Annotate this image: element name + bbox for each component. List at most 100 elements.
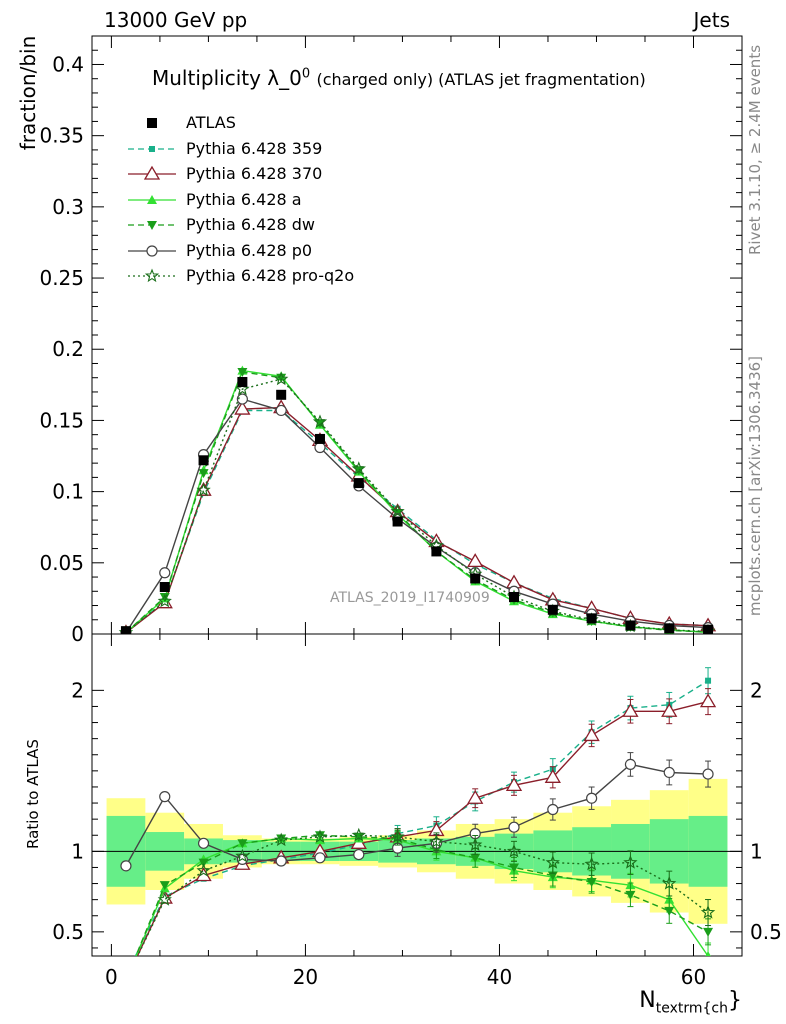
- ratio-series-point: [544, 768, 561, 783]
- legend: ATLAS Pythia 6.428 359 Pythia 6.428 370 Pyt…: [124, 112, 384, 292]
- ratio-series-point: [702, 768, 714, 780]
- data-point: [664, 623, 675, 634]
- ratio-series-point: [468, 837, 483, 852]
- main-series-point: [236, 393, 248, 405]
- y-tick-label: 0.4: [52, 52, 84, 76]
- ratio-series-point: [509, 863, 520, 873]
- main-series-point: [159, 567, 171, 579]
- legend-swatch-marker: [143, 165, 161, 180]
- analysis-label: ATLAS_2019_I1740909: [330, 590, 490, 606]
- y-tick-label: 0.1: [52, 480, 84, 504]
- ratio-series-group: [119, 667, 717, 985]
- mcplots-label: mcplots.cern.ch [arXiv:1306.3436]: [746, 355, 764, 617]
- x-tick-label: 60: [681, 965, 706, 989]
- legend-label: Pythia 6.428 p0: [186, 240, 313, 260]
- main-series-point: [237, 368, 248, 378]
- legend-swatch-marker: [149, 145, 155, 152]
- main-series-point: [195, 481, 212, 496]
- legend-label: Pythia 6.428 a: [186, 189, 302, 209]
- legend-swatch-marker: [144, 268, 160, 283]
- main-series-line: [125, 398, 709, 633]
- main-series-point: [390, 504, 405, 518]
- ratio-series-point: [353, 848, 365, 861]
- ratio-series-point: [622, 702, 639, 717]
- main-series-line: [125, 409, 709, 634]
- ratio-series-point: [196, 863, 211, 877]
- ratio-series-point: [547, 871, 558, 881]
- data-point: [509, 591, 520, 602]
- ratio-series-point: [664, 906, 675, 916]
- data-point: [586, 613, 597, 624]
- ratio-y-tick-label: 2: [71, 678, 84, 702]
- ratio-series-point: [506, 843, 522, 858]
- ratio-series-point: [119, 973, 133, 985]
- x-axis-label-main: N: [639, 988, 656, 1013]
- legend-item: Pythia 6.428 p0: [124, 240, 384, 262]
- ratio-series-point: [121, 976, 131, 985]
- ratio-y-tick-label: 1: [71, 839, 84, 863]
- main-series-point: [157, 593, 172, 608]
- legend-item: Pythia 6.428 359: [124, 138, 384, 160]
- y-tick-label: 0.05: [39, 551, 84, 575]
- legend-swatch-marker: [147, 194, 157, 204]
- ratio-series-point: [390, 829, 405, 843]
- data-point: [237, 376, 248, 387]
- legend-item: ATLAS: [124, 112, 384, 134]
- ratio-series-point: [351, 827, 366, 842]
- data-point: [470, 573, 481, 584]
- x-axis-label-suffix: }: [728, 988, 742, 1013]
- ratio-series-point: [314, 852, 326, 864]
- legend-label: Pythia 6.428 dw: [186, 215, 315, 234]
- y-tick-label: 0.15: [39, 408, 84, 432]
- legend-swatch: [128, 165, 176, 180]
- ratio-series-point: [705, 951, 711, 956]
- ratio-series-line: [135, 834, 709, 956]
- ratio-series-point: [586, 877, 597, 887]
- data-point: [625, 620, 636, 631]
- y-tick-label: 0.35: [39, 124, 84, 148]
- ratio-series-point: [661, 702, 678, 717]
- data-point: [392, 516, 403, 527]
- legend-swatch: [128, 268, 176, 283]
- data-point: [198, 455, 209, 466]
- energy-label: 13000 GeV pp: [104, 8, 248, 32]
- x-tick-label: 0: [105, 965, 118, 989]
- ratio-series-point: [586, 792, 598, 804]
- jets-label: Jets: [693, 8, 730, 32]
- ratio-frame: [91, 633, 743, 957]
- ratio-series-point: [237, 839, 248, 849]
- ratio-series-point: [545, 855, 560, 869]
- ratio-series-point: [623, 855, 638, 869]
- chart-title-main: Multiplicity λ_0: [152, 66, 302, 90]
- ratio-series-point: [123, 972, 129, 978]
- ratio-series-point: [703, 927, 714, 937]
- ratio-series-point: [467, 789, 484, 804]
- ratio-y-tick-label-right: 0.5: [750, 920, 782, 944]
- ratio-series-point: [624, 758, 637, 771]
- ratio-series-point: [312, 829, 328, 843]
- ratio-series-point: [121, 975, 131, 984]
- main-series-point: [276, 373, 287, 383]
- main-series-point: [351, 461, 366, 475]
- data-point: [276, 389, 287, 400]
- x-axis-label-sub: textrm{ch: [655, 1000, 728, 1017]
- legend-label: Pythia 6.428 370: [186, 164, 323, 183]
- x-axis-label: Ntextrm{ch}: [639, 988, 742, 1016]
- ratio-y-tick-label-right: 1: [750, 839, 763, 863]
- legend-swatch: [128, 194, 176, 204]
- chart-title-sup: 0: [301, 66, 311, 82]
- legend-swatch: [147, 118, 157, 128]
- x-tick-label: 40: [487, 965, 512, 989]
- ratio-y-tick-label: 0.5: [52, 920, 84, 944]
- data-point: [159, 582, 170, 593]
- ratio-series-point: [429, 834, 444, 848]
- rivet-label: Rivet 3.1.10, ≥ 2.4M events: [746, 44, 764, 256]
- main-series-point: [196, 482, 211, 497]
- legend-swatch-marker: [147, 221, 157, 230]
- ratio-series-point: [700, 905, 716, 919]
- main-series-line: [125, 378, 709, 634]
- y-axis-label-main: fraction/bin: [16, 35, 40, 151]
- ratio-series-point: [235, 848, 250, 863]
- data-point: [547, 604, 558, 615]
- ratio-series-line: [136, 700, 709, 956]
